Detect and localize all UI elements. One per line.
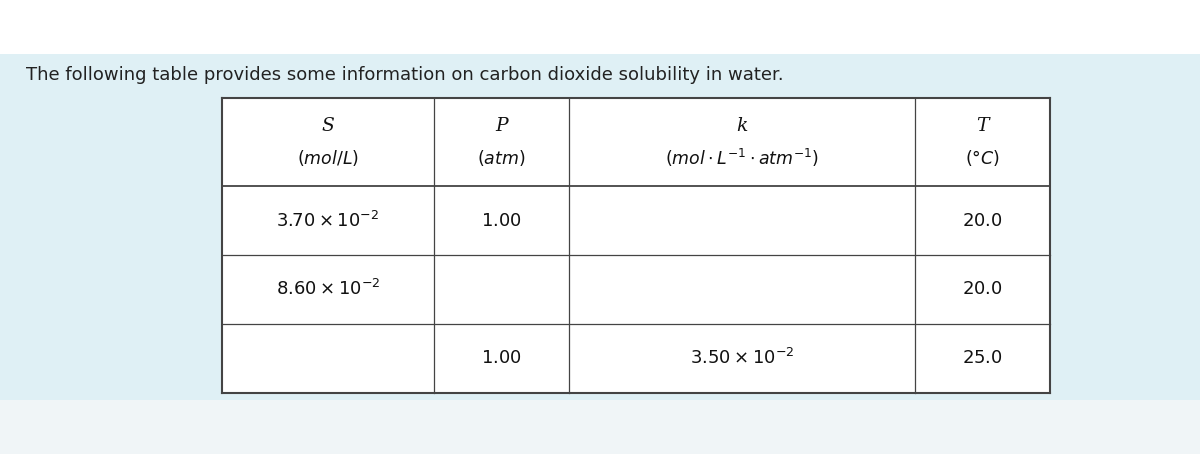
- Text: $8.60 \times 10^{-2}$: $8.60 \times 10^{-2}$: [276, 279, 380, 300]
- Text: $1.00$: $1.00$: [481, 212, 522, 230]
- Text: $25.0$: $25.0$: [962, 349, 1003, 367]
- Text: $3.70 \times 10^{-2}$: $3.70 \times 10^{-2}$: [276, 211, 379, 231]
- Text: $20.0$: $20.0$: [962, 212, 1003, 230]
- Bar: [0, 54, 1200, 400]
- Text: P: P: [494, 117, 508, 135]
- Text: $20.0$: $20.0$: [962, 281, 1003, 298]
- Text: T: T: [977, 117, 989, 135]
- Text: $(atm)$: $(atm)$: [476, 148, 526, 168]
- Bar: [222, 98, 1050, 393]
- Text: $3.50 \times 10^{-2}$: $3.50 \times 10^{-2}$: [690, 348, 794, 368]
- Text: $(mol/L)$: $(mol/L)$: [296, 148, 359, 168]
- Text: $(\degree C)$: $(\degree C)$: [965, 148, 1000, 168]
- Text: S: S: [322, 117, 335, 135]
- Bar: [0, 400, 1200, 454]
- Text: k: k: [737, 117, 748, 135]
- Text: $(mol \cdot L^{-1} \cdot atm^{-1})$: $(mol \cdot L^{-1} \cdot atm^{-1})$: [665, 147, 818, 169]
- Text: The following table provides some information on carbon dioxide solubility in wa: The following table provides some inform…: [26, 66, 784, 84]
- Text: $1.00$: $1.00$: [481, 349, 522, 367]
